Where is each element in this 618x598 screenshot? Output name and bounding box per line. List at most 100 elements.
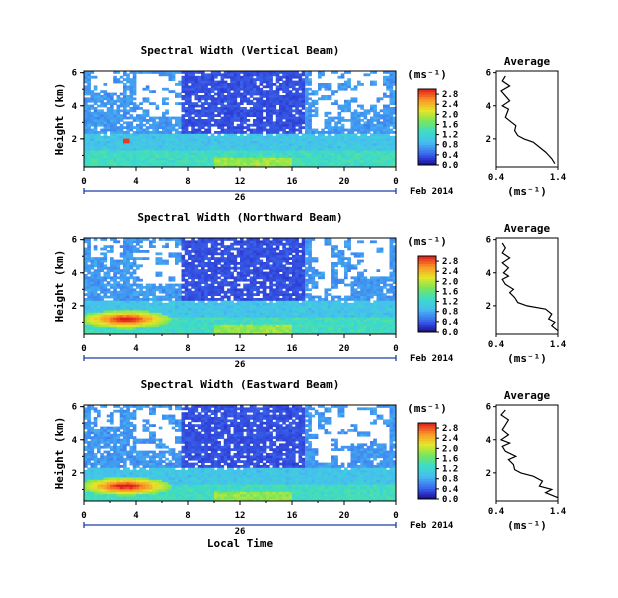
heatmap-cell — [113, 75, 117, 79]
heatmap-cell — [386, 145, 390, 149]
heatmap-cell — [279, 162, 283, 165]
heatmap-cell — [210, 133, 215, 137]
heatmap-cell — [223, 85, 228, 89]
heatmap-cell — [240, 288, 244, 292]
heatmap-cell — [93, 92, 98, 96]
heatmap-cell — [292, 80, 296, 84]
heatmap-cell — [87, 288, 91, 292]
heatmap-cell — [249, 152, 254, 156]
heatmap-cell — [357, 135, 361, 139]
heatmap-cell — [217, 283, 221, 287]
heatmap-cell — [376, 164, 381, 168]
heatmap-cell — [123, 147, 127, 151]
heatmap-cell — [308, 114, 312, 117]
heatmap-cell — [331, 138, 335, 141]
heatmap-cell — [132, 143, 137, 146]
heatmap-cell — [262, 278, 267, 282]
heatmap-cell — [253, 121, 257, 125]
heatmap-cell — [370, 155, 374, 158]
heatmap-cell — [158, 312, 163, 316]
heatmap-cell — [126, 269, 130, 272]
heatmap-cell — [142, 322, 147, 325]
colorbar-tick-label: 0.8 — [442, 141, 458, 151]
heatmap-cell — [220, 307, 225, 311]
heatmap-cell — [266, 97, 270, 101]
heatmap-cell — [269, 73, 273, 77]
heatmap-cell — [233, 150, 238, 153]
heatmap-cell — [236, 111, 241, 115]
heatmap-cell — [168, 164, 173, 168]
heatmap-cell — [188, 329, 192, 332]
heatmap-cell — [240, 147, 244, 151]
average-x-tick-label: 1.4 — [550, 173, 567, 183]
heatmap-cell — [298, 155, 303, 158]
heatmap-cell — [168, 322, 173, 325]
heatmap-cell — [207, 305, 212, 308]
heatmap-cell — [275, 123, 280, 127]
heatmap-cell — [240, 78, 244, 81]
heatmap-cell — [123, 131, 127, 134]
heatmap-cell — [227, 159, 231, 163]
heatmap-cell — [119, 145, 124, 149]
heatmap-cell — [230, 164, 234, 168]
heatmap-cell — [132, 90, 137, 93]
heatmap-cell — [386, 138, 390, 141]
heatmap-cell — [116, 329, 121, 332]
heatmap-cell — [253, 252, 257, 256]
heatmap-cell — [165, 73, 169, 77]
heatmap-cell — [194, 322, 199, 325]
heatmap-cell — [194, 269, 199, 272]
heatmap-cell — [236, 164, 241, 168]
heatmap-cell — [162, 87, 166, 91]
heatmap-cell — [171, 314, 176, 318]
heatmap-cell — [119, 80, 124, 84]
heatmap-cell — [253, 312, 257, 316]
heatmap-cell — [246, 247, 251, 251]
heatmap-cell — [301, 157, 306, 161]
heatmap-cell — [113, 123, 117, 127]
heatmap-cell — [123, 312, 127, 316]
heatmap-cell — [227, 121, 231, 125]
heatmap-cell — [233, 276, 238, 280]
heatmap-cell — [210, 242, 215, 246]
heatmap-cell — [379, 155, 384, 158]
heatmap-cell — [181, 310, 186, 313]
heatmap-cell — [93, 150, 98, 153]
heatmap-cell — [383, 128, 387, 132]
heatmap-cell — [93, 121, 98, 125]
heatmap-cell — [386, 95, 390, 98]
heatmap-cell — [249, 331, 254, 335]
heatmap-cell — [97, 274, 101, 277]
heatmap-cell — [223, 111, 228, 115]
heatmap-cell — [233, 111, 238, 115]
heatmap-cell — [383, 162, 387, 165]
heatmap-cell — [158, 305, 163, 308]
heatmap-cell — [227, 126, 231, 129]
heatmap-cell — [145, 307, 150, 311]
heatmap-cell — [363, 143, 368, 146]
heatmap-cell — [220, 286, 225, 289]
heatmap-cell — [87, 317, 91, 320]
heatmap-cell — [236, 329, 241, 332]
heatmap-cell — [103, 97, 108, 101]
heatmap-cell — [305, 123, 309, 127]
heatmap-cell — [145, 155, 150, 158]
heatmap-cell — [214, 123, 218, 127]
heatmap-cell — [321, 135, 325, 139]
heatmap-cell — [87, 157, 91, 161]
heatmap-cell — [327, 133, 332, 137]
heatmap-cell — [246, 240, 251, 244]
heatmap-cell — [230, 257, 234, 260]
heatmap-cell — [129, 126, 134, 129]
heatmap-cell — [311, 140, 316, 144]
heatmap-cell — [165, 155, 169, 158]
heatmap-cell — [123, 298, 127, 301]
heatmap-cell — [194, 128, 199, 132]
heatmap-cell — [366, 150, 371, 153]
heatmap-cell — [194, 109, 199, 113]
heatmap-cell — [149, 145, 153, 149]
heatmap-cell — [230, 276, 234, 280]
heatmap-cell — [188, 293, 192, 296]
heatmap-cell — [188, 307, 192, 311]
heatmap-cell — [266, 128, 270, 132]
